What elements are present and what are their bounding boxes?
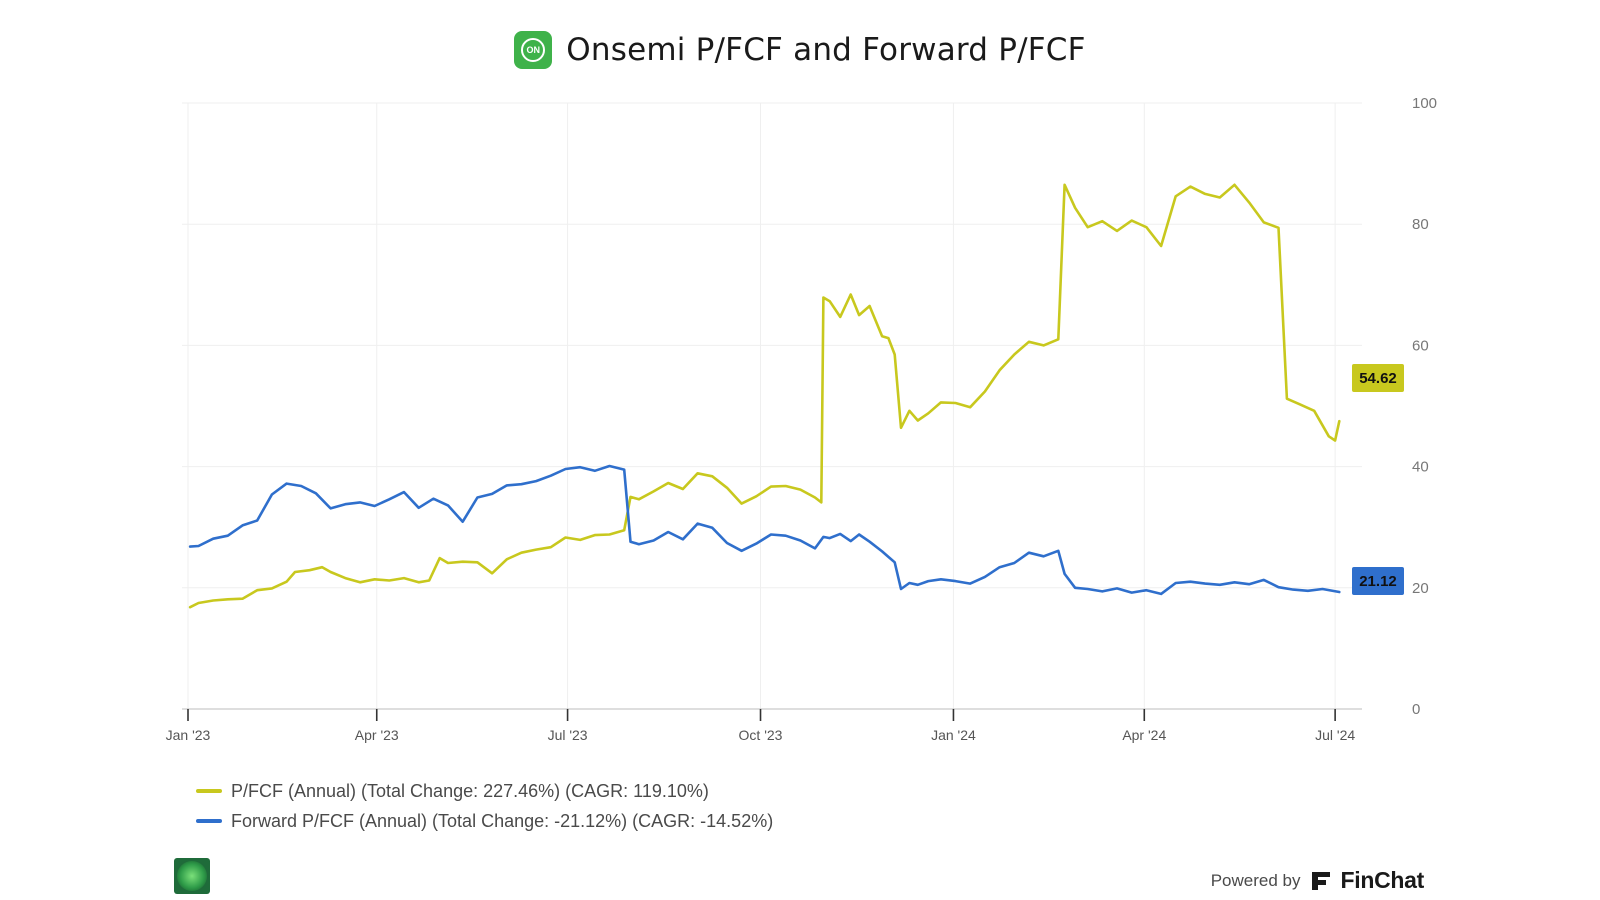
- finchat-icon: [1311, 871, 1330, 890]
- series-line-1: [188, 464, 1341, 596]
- x-tick-label-6: Jul '24: [1315, 727, 1355, 743]
- legend-swatch-pfcf: [196, 789, 222, 793]
- chip-stock-investor-logo-mark: [177, 861, 207, 891]
- end-label-0: 54.62: [1359, 370, 1397, 387]
- chip-stock-investor-logo: [174, 858, 210, 894]
- chart-legend: P/FCF (Annual) (Total Change: 227.46%) (…: [196, 776, 773, 836]
- y-tick-label-1: 20: [1412, 580, 1429, 597]
- legend-label-forward-pfcf: Forward P/FCF (Annual) (Total Change: -2…: [231, 810, 774, 831]
- y-tick-label-4: 80: [1412, 216, 1429, 233]
- powered-by-finchat[interactable]: Powered by FinChat: [1210, 867, 1425, 894]
- x-tick-label-1: Apr '23: [355, 727, 399, 743]
- y-tick-label-2: 40: [1412, 459, 1429, 476]
- onsemi-logo: ON: [514, 31, 553, 69]
- chart-title: Onsemi P/FCF and Forward P/FCF: [566, 32, 1086, 68]
- onsemi-logo-mark: ON: [521, 38, 546, 62]
- x-tick-label-2: Jul '23: [548, 727, 588, 743]
- legend-label-pfcf: P/FCF (Annual) (Total Change: 227.46%) (…: [231, 780, 709, 801]
- end-label-bg-1: [1352, 567, 1404, 596]
- legend-item-forward-pfcf[interactable]: Forward P/FCF (Annual) (Total Change: -2…: [196, 806, 773, 836]
- y-tick-label-3: 60: [1412, 337, 1429, 354]
- chart-title-row: ON Onsemi P/FCF and Forward P/FCF: [0, 28, 1600, 72]
- end-label-1: 21.12: [1359, 573, 1397, 590]
- x-tick-label-0: Jan '23: [166, 727, 211, 743]
- powered-by-label: Powered by: [1210, 870, 1301, 890]
- end-label-bg-0: [1352, 364, 1404, 393]
- finchat-brand: FinChat: [1340, 867, 1425, 893]
- x-tick-label-5: Apr '24: [1122, 727, 1166, 743]
- y-tick-label-0: 0: [1412, 701, 1420, 718]
- x-tick-label-4: Jan '24: [931, 727, 976, 743]
- x-tick-label-3: Oct '23: [739, 727, 783, 743]
- y-tick-label-5: 100: [1412, 95, 1437, 112]
- legend-item-pfcf[interactable]: P/FCF (Annual) (Total Change: 227.46%) (…: [196, 776, 773, 806]
- legend-swatch-forward-pfcf: [196, 819, 222, 823]
- series-line-0: [188, 183, 1341, 609]
